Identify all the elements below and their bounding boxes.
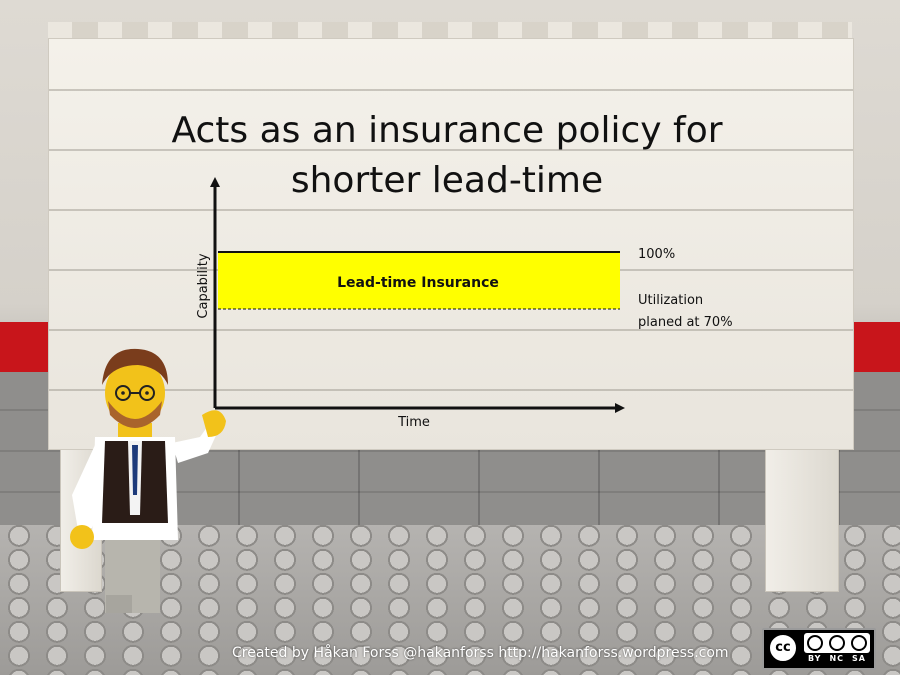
whiteboard-top-studs: [48, 22, 852, 40]
insurance-band: [218, 252, 620, 309]
band-label: Lead-time Insurance: [337, 275, 499, 291]
minifig-left-hand: [70, 525, 94, 549]
license-nc-label: NC: [829, 654, 845, 663]
cc-logo-icon: cc: [768, 633, 798, 663]
minifig-right-hand: [202, 410, 226, 437]
x-axis-label: Time: [397, 415, 430, 430]
minifig-hair: [102, 348, 168, 385]
sharealike-icon: [851, 635, 867, 651]
whiteboard: [48, 38, 854, 450]
lower-level-label-line-2: planed at 70%: [638, 315, 733, 330]
whiteboard-leg-right: [765, 440, 839, 592]
credit-footer: Created by Håkan Forss @hakanforss http:…: [232, 645, 729, 661]
slide-title: Acts as an insurance policy for shorter …: [150, 106, 744, 206]
slide-title-line-1: Acts as an insurance policy for: [171, 110, 723, 151]
license-sa-label: SA: [852, 654, 866, 663]
attribution-icon: [807, 635, 823, 651]
lower-level-label-line-1: Utilization: [638, 293, 703, 308]
noncommercial-icon: [829, 635, 845, 651]
slide-title-line-2: shorter lead-time: [290, 160, 604, 201]
lego-minifigure-presenter: [70, 348, 226, 613]
upper-level-label: 100%: [638, 247, 675, 262]
y-axis-label: Capability: [196, 253, 211, 318]
license-by-label: BY: [808, 654, 822, 663]
creative-commons-license-badge[interactable]: cc BY NC SA: [762, 628, 876, 670]
